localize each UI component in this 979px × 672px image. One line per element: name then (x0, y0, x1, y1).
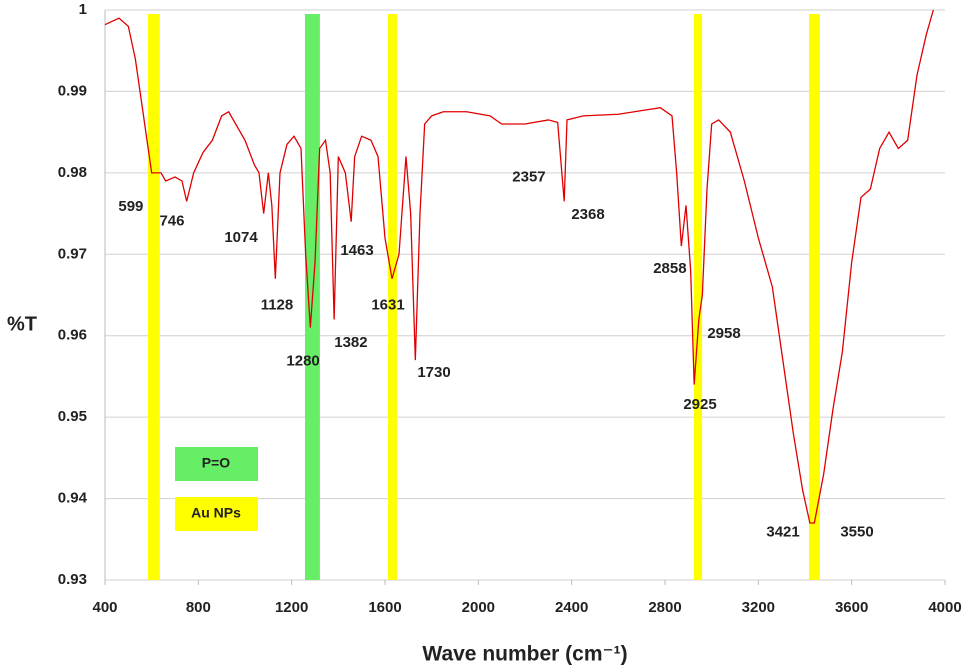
highlight-band (693, 14, 703, 580)
y-axis-label: %T (7, 313, 37, 335)
x-tick-label: 4000 (928, 599, 961, 616)
y-tick-label: 0.93 (58, 571, 87, 588)
y-tick-label: 0.97 (58, 245, 87, 262)
y-tick-label: 0.95 (58, 408, 87, 425)
peak-label: 2858 (653, 260, 686, 277)
peak-label: 3421 (766, 524, 799, 541)
peak-label: 1463 (340, 242, 373, 259)
peak-label: 2958 (707, 325, 740, 342)
x-axis-label: Wave number (cm⁻¹) (422, 643, 627, 666)
peak-label: 1280 (286, 353, 319, 370)
peak-label: 3550 (840, 524, 873, 541)
legend-label: P=O (202, 455, 231, 471)
y-tick-label: 0.96 (58, 327, 87, 344)
spectrum-line (104, 9, 934, 524)
y-tick-label: 0.94 (58, 490, 88, 507)
peak-label: 599 (118, 198, 143, 215)
legend-label: Au NPs (191, 505, 241, 521)
highlight-band (808, 14, 820, 580)
x-tick-label: 3600 (835, 599, 868, 616)
peak-label: 1631 (371, 297, 404, 314)
peak-label: 1074 (224, 229, 258, 246)
peak-label: 1730 (417, 364, 450, 381)
x-tick-label: 2000 (462, 599, 495, 616)
x-tick-label: 2800 (648, 599, 681, 616)
x-tick-label: 2400 (555, 599, 588, 616)
legend-swatch (175, 447, 258, 481)
peak-label: 1128 (261, 297, 294, 314)
highlight-band (388, 14, 397, 580)
peak-label: 2357 (512, 169, 545, 186)
x-tick-label: 3200 (742, 599, 775, 616)
highlight-band (147, 14, 160, 580)
x-tick-label: 1600 (368, 599, 401, 616)
x-tick-label: 400 (92, 599, 117, 616)
peak-label: 2368 (571, 206, 604, 223)
peak-label: 2925 (683, 396, 716, 413)
x-tick-label: 800 (186, 599, 211, 616)
y-tick-label: 1 (79, 1, 87, 18)
peak-label: 1382 (334, 334, 367, 351)
peak-label: 746 (159, 213, 184, 230)
legend-swatch (175, 497, 258, 531)
y-tick-label: 0.98 (58, 164, 87, 181)
y-tick-label: 0.99 (58, 82, 87, 99)
x-tick-label: 1200 (275, 599, 308, 616)
